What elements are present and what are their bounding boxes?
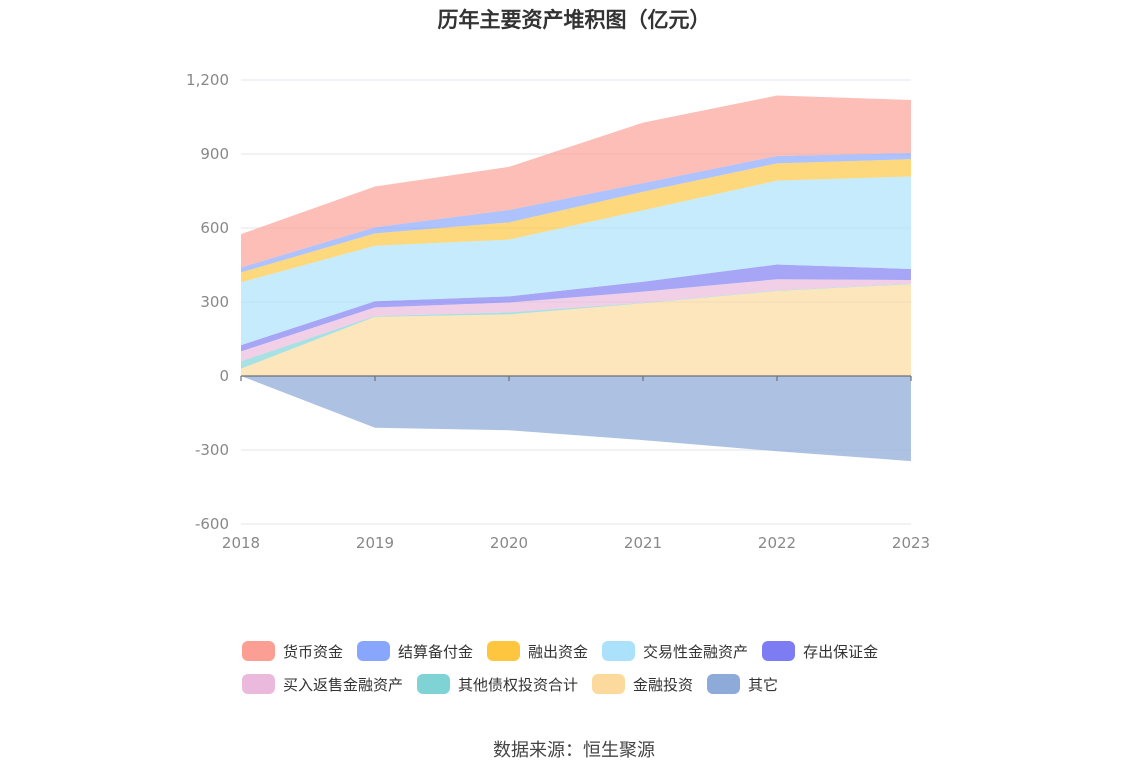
x-tick-label: 2019 bbox=[356, 534, 394, 552]
legend-item[interactable]: 其它 bbox=[707, 674, 778, 695]
legend-item[interactable]: 结算备付金 bbox=[357, 641, 473, 662]
legend-swatch bbox=[487, 641, 521, 661]
area-货币资金 bbox=[241, 95, 911, 268]
y-tick-label: 1,200 bbox=[186, 71, 229, 89]
area-其它 bbox=[241, 376, 911, 462]
area-存出保证金 bbox=[241, 264, 911, 352]
legend-swatch bbox=[762, 641, 796, 661]
x-tick-label: 2023 bbox=[892, 534, 930, 552]
legend-label: 交易性金融资产 bbox=[643, 642, 749, 661]
legend-label: 存出保证金 bbox=[803, 642, 879, 661]
legend: 货币资金 结算备付金 融出资金 交易性金融资产 存出保证金买入返售金融资产 其他债权投资合… bbox=[242, 640, 942, 706]
legend-swatch bbox=[357, 641, 391, 661]
legend-label: 买入返售金融资产 bbox=[283, 675, 404, 694]
chart-plot: -600 -300 0 300 600 900 1,200 2018 2019 2020 2021 2… bbox=[186, 71, 930, 552]
y-tick-label: 900 bbox=[200, 145, 229, 163]
x-tick-label: 2018 bbox=[222, 534, 260, 552]
legend-item[interactable]: 金融投资 bbox=[592, 674, 693, 695]
tick-labels: -600 -300 0 300 600 900 1,200 2018 2019 2020 2021 2… bbox=[186, 71, 930, 552]
y-tick-label: 0 bbox=[219, 367, 229, 385]
legend-row: 货币资金 结算备付金 融出资金 交易性金融资产 存出保证金 bbox=[242, 640, 942, 662]
legend-item[interactable]: 交易性金融资产 bbox=[602, 641, 748, 662]
legend-label: 结算备付金 bbox=[398, 642, 474, 661]
legend-swatch bbox=[417, 674, 451, 694]
area-series bbox=[241, 95, 911, 462]
legend-swatch bbox=[602, 641, 636, 661]
area-融出资金 bbox=[241, 159, 911, 283]
y-tick-label: 600 bbox=[200, 219, 229, 237]
axes bbox=[240, 375, 912, 381]
legend-swatch bbox=[242, 641, 275, 661]
area-金融投资 bbox=[241, 284, 911, 376]
legend-row: 买入返售金融资产 其他债权投资合计 金融投资 其它 bbox=[242, 673, 942, 695]
y-tick-label: -600 bbox=[195, 515, 229, 533]
x-tick-label: 2021 bbox=[624, 534, 662, 552]
legend-item[interactable]: 其他债权投资合计 bbox=[417, 674, 578, 695]
legend-item[interactable]: 货币资金 bbox=[242, 641, 343, 662]
x-tick-label: 2022 bbox=[758, 534, 796, 552]
legend-label: 融出资金 bbox=[528, 642, 589, 661]
source-note: 数据来源：恒生聚源 bbox=[493, 740, 655, 761]
legend-item[interactable]: 买入返售金融资产 bbox=[242, 674, 403, 695]
legend-label: 货币资金 bbox=[283, 642, 344, 661]
legend-item[interactable]: 融出资金 bbox=[487, 641, 588, 662]
legend-label: 其它 bbox=[748, 675, 779, 694]
x-tick-label: 2020 bbox=[490, 534, 528, 552]
legend-swatch bbox=[592, 674, 626, 694]
y-tick-label: -300 bbox=[195, 441, 229, 459]
legend-item[interactable]: 存出保证金 bbox=[762, 641, 878, 662]
legend-swatch bbox=[242, 674, 275, 694]
legend-label: 其他债权投资合计 bbox=[458, 675, 579, 694]
legend-label: 金融投资 bbox=[633, 675, 694, 694]
legend-swatch bbox=[707, 674, 741, 694]
chart-title: 历年主要资产堆积图（亿元） bbox=[437, 8, 711, 32]
y-tick-label: 300 bbox=[200, 293, 229, 311]
area-交易性金融资产 bbox=[241, 176, 911, 346]
